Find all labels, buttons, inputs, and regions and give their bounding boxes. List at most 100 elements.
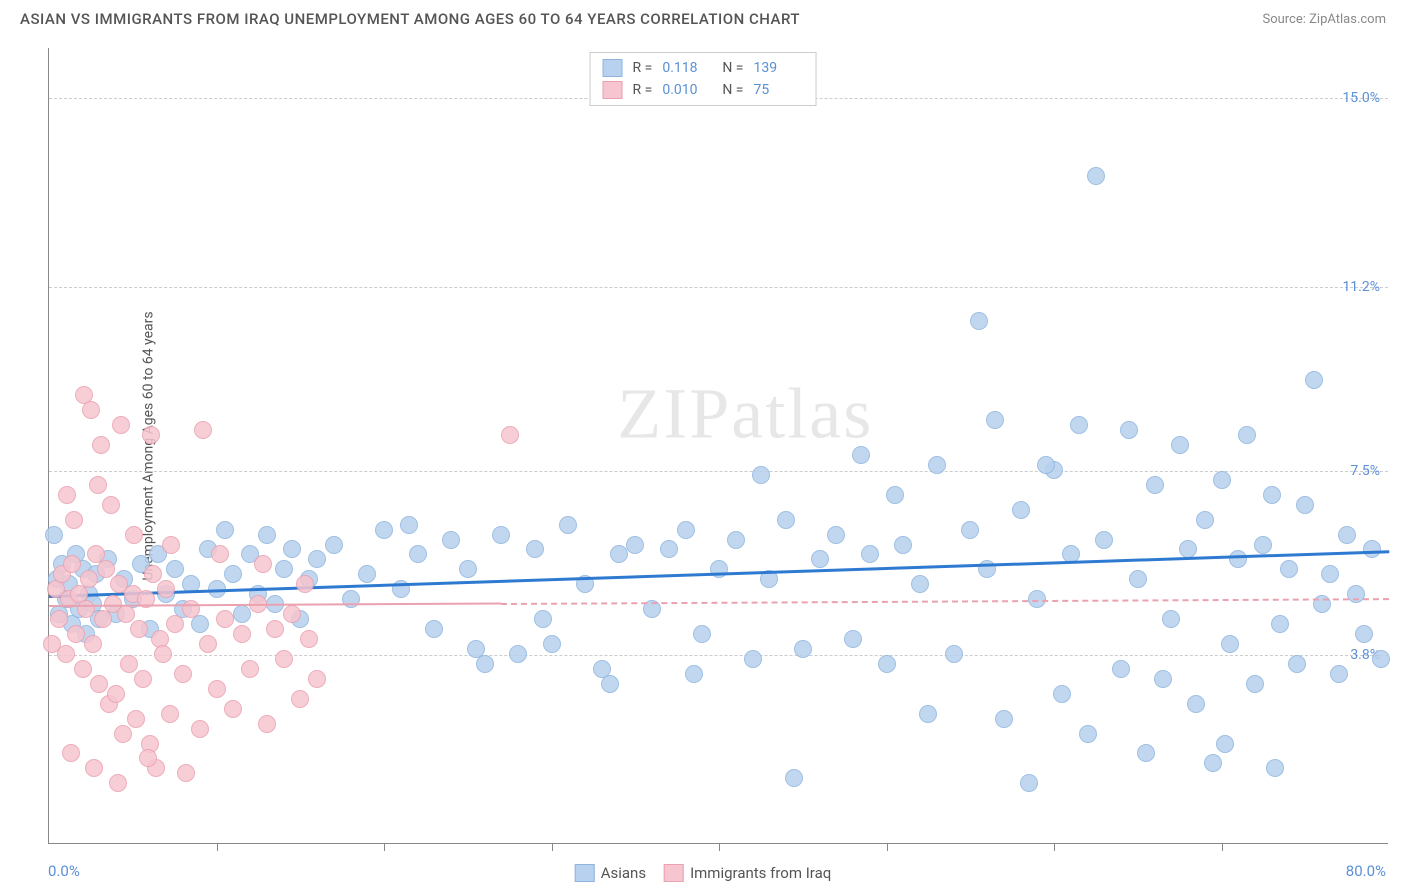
gridline (49, 655, 1388, 656)
r-value: 0.118 (662, 60, 712, 76)
data-point (50, 610, 68, 628)
x-axis-max-label: 80.0% (1346, 862, 1386, 880)
data-point (626, 536, 644, 554)
data-point (886, 486, 904, 504)
data-point (1120, 421, 1138, 439)
data-point (85, 759, 103, 777)
data-point (1053, 685, 1071, 703)
data-point (1229, 550, 1247, 568)
data-point (509, 645, 527, 663)
data-point (1338, 526, 1356, 544)
data-point (174, 665, 192, 683)
data-point (109, 774, 127, 792)
data-point (752, 466, 770, 484)
data-point (961, 521, 979, 539)
data-point (1238, 426, 1256, 444)
data-point (1271, 615, 1289, 633)
data-point (266, 620, 284, 638)
data-point (1288, 655, 1306, 673)
legend-label: Immigrants from Iraq (690, 864, 831, 882)
y-tick-label: 15.0% (1342, 90, 1380, 106)
data-point (861, 545, 879, 563)
trend-line-extrapolated (501, 598, 1389, 605)
data-point (94, 610, 112, 628)
data-point (216, 610, 234, 628)
data-point (1263, 486, 1281, 504)
x-tick (384, 843, 385, 851)
data-point (693, 625, 711, 643)
data-point (117, 605, 135, 623)
data-point (258, 526, 276, 544)
gridline (49, 287, 1388, 288)
data-point (1129, 570, 1147, 588)
r-label: R = (633, 82, 653, 98)
legend-row: R =0.118N =139 (603, 57, 804, 79)
data-point (208, 680, 226, 698)
r-label: R = (633, 60, 653, 76)
data-point (77, 600, 95, 618)
data-point (601, 675, 619, 693)
data-point (492, 526, 510, 544)
legend-swatch (603, 59, 623, 77)
data-point (995, 710, 1013, 728)
legend-item: Asians (575, 864, 646, 882)
data-point (459, 560, 477, 578)
n-label: N = (722, 60, 743, 76)
n-value: 75 (753, 82, 803, 98)
data-point (1079, 725, 1097, 743)
data-point (224, 565, 242, 583)
data-point (74, 660, 92, 678)
data-point (660, 540, 678, 558)
data-point (58, 486, 76, 504)
data-point (811, 550, 829, 568)
data-point (254, 555, 272, 573)
y-tick-label: 11.2% (1342, 279, 1380, 295)
legend-swatch (575, 864, 595, 882)
data-point (127, 710, 145, 728)
data-point (92, 436, 110, 454)
data-point (125, 526, 143, 544)
data-point (1204, 754, 1222, 772)
data-point (878, 655, 896, 673)
data-point (1112, 660, 1130, 678)
data-point (744, 650, 762, 668)
data-point (194, 421, 212, 439)
data-point (534, 610, 552, 628)
data-point (275, 650, 293, 668)
data-point (162, 536, 180, 554)
source-attribution: Source: ZipAtlas.com (1262, 12, 1386, 27)
data-point (107, 685, 125, 703)
data-point (45, 526, 63, 544)
data-point (89, 476, 107, 494)
x-tick (552, 843, 553, 851)
data-point (1296, 496, 1314, 514)
data-point (844, 630, 862, 648)
data-point (283, 540, 301, 558)
data-point (308, 670, 326, 688)
data-point (559, 516, 577, 534)
data-point (442, 531, 460, 549)
data-point (1347, 585, 1365, 603)
data-point (1154, 670, 1172, 688)
data-point (182, 600, 200, 618)
data-point (325, 536, 343, 554)
data-point (1221, 635, 1239, 653)
x-tick (719, 843, 720, 851)
data-point (1305, 371, 1323, 389)
gridline (49, 471, 1388, 472)
x-tick (1222, 843, 1223, 851)
data-point (102, 496, 120, 514)
data-point (685, 665, 703, 683)
data-point (308, 550, 326, 568)
data-point (114, 725, 132, 743)
data-point (610, 545, 628, 563)
data-point (1363, 540, 1381, 558)
data-point (1216, 735, 1234, 753)
x-tick (1054, 843, 1055, 851)
data-point (63, 555, 81, 573)
data-point (166, 615, 184, 633)
data-point (177, 764, 195, 782)
data-point (400, 516, 418, 534)
data-point (216, 521, 234, 539)
data-point (1162, 610, 1180, 628)
